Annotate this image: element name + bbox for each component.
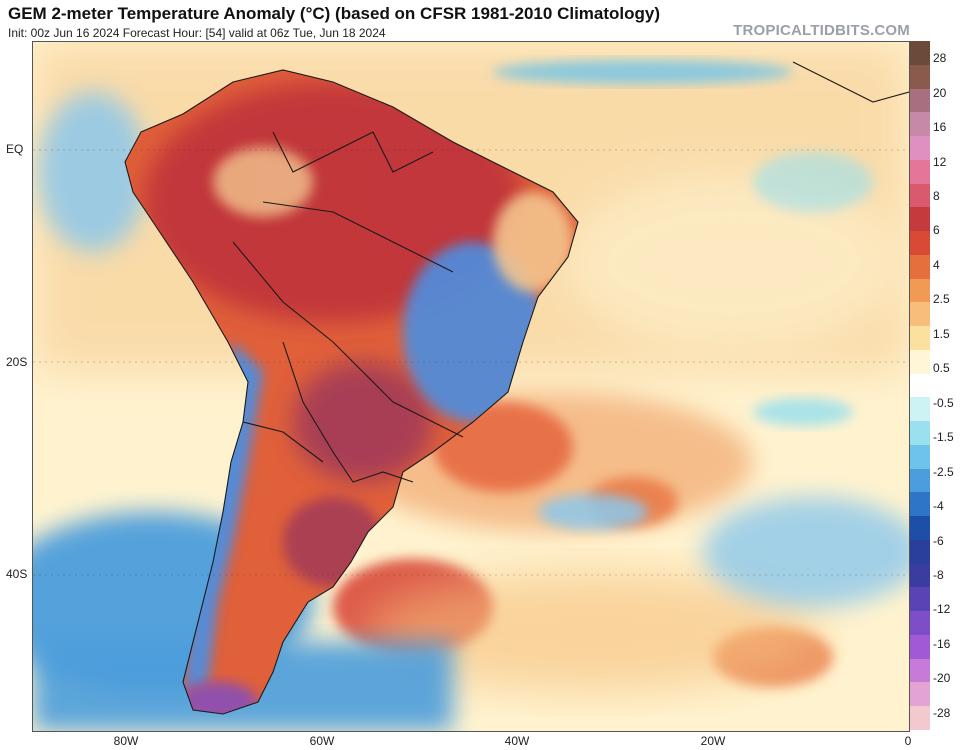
colorbar-swatch bbox=[910, 302, 930, 327]
lat-label-20s: 20S bbox=[6, 355, 28, 369]
ocean-pale-east bbox=[563, 172, 903, 352]
lon-label-0: 0 bbox=[904, 734, 912, 748]
colorbar-swatch bbox=[910, 587, 930, 612]
land-very-hot-paraguay bbox=[293, 362, 433, 482]
colorbar-swatch bbox=[910, 421, 930, 446]
ocean-warm-south bbox=[363, 572, 823, 692]
ocean-cool-streak-2 bbox=[753, 398, 853, 426]
land-cool-andes bbox=[183, 342, 263, 692]
colorbar-label: -4 bbox=[933, 499, 944, 514]
colorbar-swatch bbox=[910, 682, 930, 707]
colorbar-swatch bbox=[910, 468, 930, 493]
border-line-6 bbox=[242, 421, 324, 463]
anomaly-map-svg bbox=[33, 42, 909, 731]
colorbar-label: 28 bbox=[933, 51, 947, 66]
land-mild-ne-brazil bbox=[493, 192, 573, 292]
colorbar-swatch bbox=[910, 349, 930, 375]
colorbar-swatch bbox=[910, 611, 930, 636]
colorbar-label: -6 bbox=[933, 533, 944, 548]
colorbar-label: -0.5 bbox=[933, 395, 954, 410]
colorbar-swatch bbox=[910, 373, 930, 398]
colorbar-swatch bbox=[910, 136, 930, 161]
colorbar-swatch bbox=[910, 183, 930, 208]
watermark: TROPICALTIDBITS.COM bbox=[733, 22, 910, 39]
africa-coast bbox=[792, 61, 909, 103]
colorbar-label: -1.5 bbox=[933, 430, 954, 445]
colorbar-label: -16 bbox=[933, 636, 951, 651]
ocean-cool-streak-4 bbox=[753, 152, 873, 212]
border-line-4 bbox=[282, 341, 354, 483]
map-title: GEM 2-meter Temperature Anomaly (°C) (ba… bbox=[8, 4, 661, 23]
colorbar-label: -2.5 bbox=[933, 464, 954, 479]
colorbar-swatch bbox=[910, 231, 930, 256]
colorbar-swatch bbox=[910, 634, 930, 660]
colorbar-label: -28 bbox=[933, 705, 951, 720]
border-line-2 bbox=[232, 241, 364, 373]
ocean-cool-pacific-eq bbox=[38, 92, 148, 252]
colorbar-label: -12 bbox=[933, 602, 951, 617]
colorbar-swatch bbox=[910, 516, 930, 541]
colorbar-swatch bbox=[910, 444, 930, 470]
ocean-cool-streak-3 bbox=[493, 60, 793, 84]
colorbar-label: 8 bbox=[933, 189, 940, 204]
colorbar-swatch bbox=[910, 207, 930, 232]
colorbar-swatch bbox=[910, 658, 930, 683]
colorbar-swatch bbox=[910, 254, 930, 280]
colorbar-swatch bbox=[910, 706, 930, 731]
lat-label-eq: EQ bbox=[6, 142, 24, 156]
colorbar-swatch bbox=[910, 64, 930, 89]
lon-label-80w: 80W bbox=[113, 734, 139, 748]
colorbar-swatch bbox=[910, 539, 930, 565]
colorbar-label: 1.5 bbox=[933, 326, 950, 341]
colorbar-legend: 28 20 16 12 8 6 4 2.5 1.5 0.5 -0.5 -1.5 -2.5 -4 -6 -8 -1… bbox=[910, 41, 960, 731]
lon-label-20w: 20W bbox=[700, 734, 726, 748]
colorbar-swatch bbox=[910, 112, 930, 137]
border-line-5 bbox=[352, 471, 414, 483]
colorbar-swatch bbox=[910, 88, 930, 113]
ocean-cool-east-south bbox=[703, 497, 909, 607]
graticule bbox=[33, 149, 909, 576]
colorbar-swatch bbox=[910, 492, 930, 517]
colorbar-label: -20 bbox=[933, 671, 951, 686]
colorbar-label: -8 bbox=[933, 567, 944, 582]
border-line-1 bbox=[262, 201, 454, 273]
colorbar-swatch bbox=[910, 397, 930, 422]
colorbar-label: 2.5 bbox=[933, 292, 950, 307]
colorbar-swatch bbox=[910, 326, 930, 351]
forecast-info: Init: 00z Jun 16 2024 Forecast Hour: [54… bbox=[8, 26, 386, 40]
colorbar-label: 4 bbox=[933, 257, 940, 272]
colorbar-swatch bbox=[910, 563, 930, 588]
colorbar-label: 0.5 bbox=[933, 361, 950, 376]
colorbar-label: 16 bbox=[933, 120, 947, 135]
border-line-7 bbox=[272, 131, 374, 173]
colorbar-label: 12 bbox=[933, 154, 947, 169]
border-line-8 bbox=[372, 131, 434, 173]
country-borders bbox=[124, 61, 909, 715]
colorbar-label: 6 bbox=[933, 223, 940, 238]
border-line-3 bbox=[362, 371, 464, 438]
colorbar-swatch bbox=[910, 41, 930, 66]
land-cool-brazil bbox=[403, 242, 543, 422]
lon-label-40w: 40W bbox=[504, 734, 530, 748]
ocean-cool-streak-1 bbox=[538, 494, 648, 530]
lon-label-60w: 60W bbox=[309, 734, 335, 748]
land-mild-north bbox=[213, 147, 313, 217]
land-hot-amazon bbox=[143, 82, 523, 322]
colorbar-swatch bbox=[910, 278, 930, 303]
colorbar-swatch bbox=[910, 159, 930, 185]
anomaly-map bbox=[32, 41, 910, 732]
lat-label-40s: 40S bbox=[6, 567, 28, 581]
colorbar-label: 20 bbox=[933, 85, 947, 100]
